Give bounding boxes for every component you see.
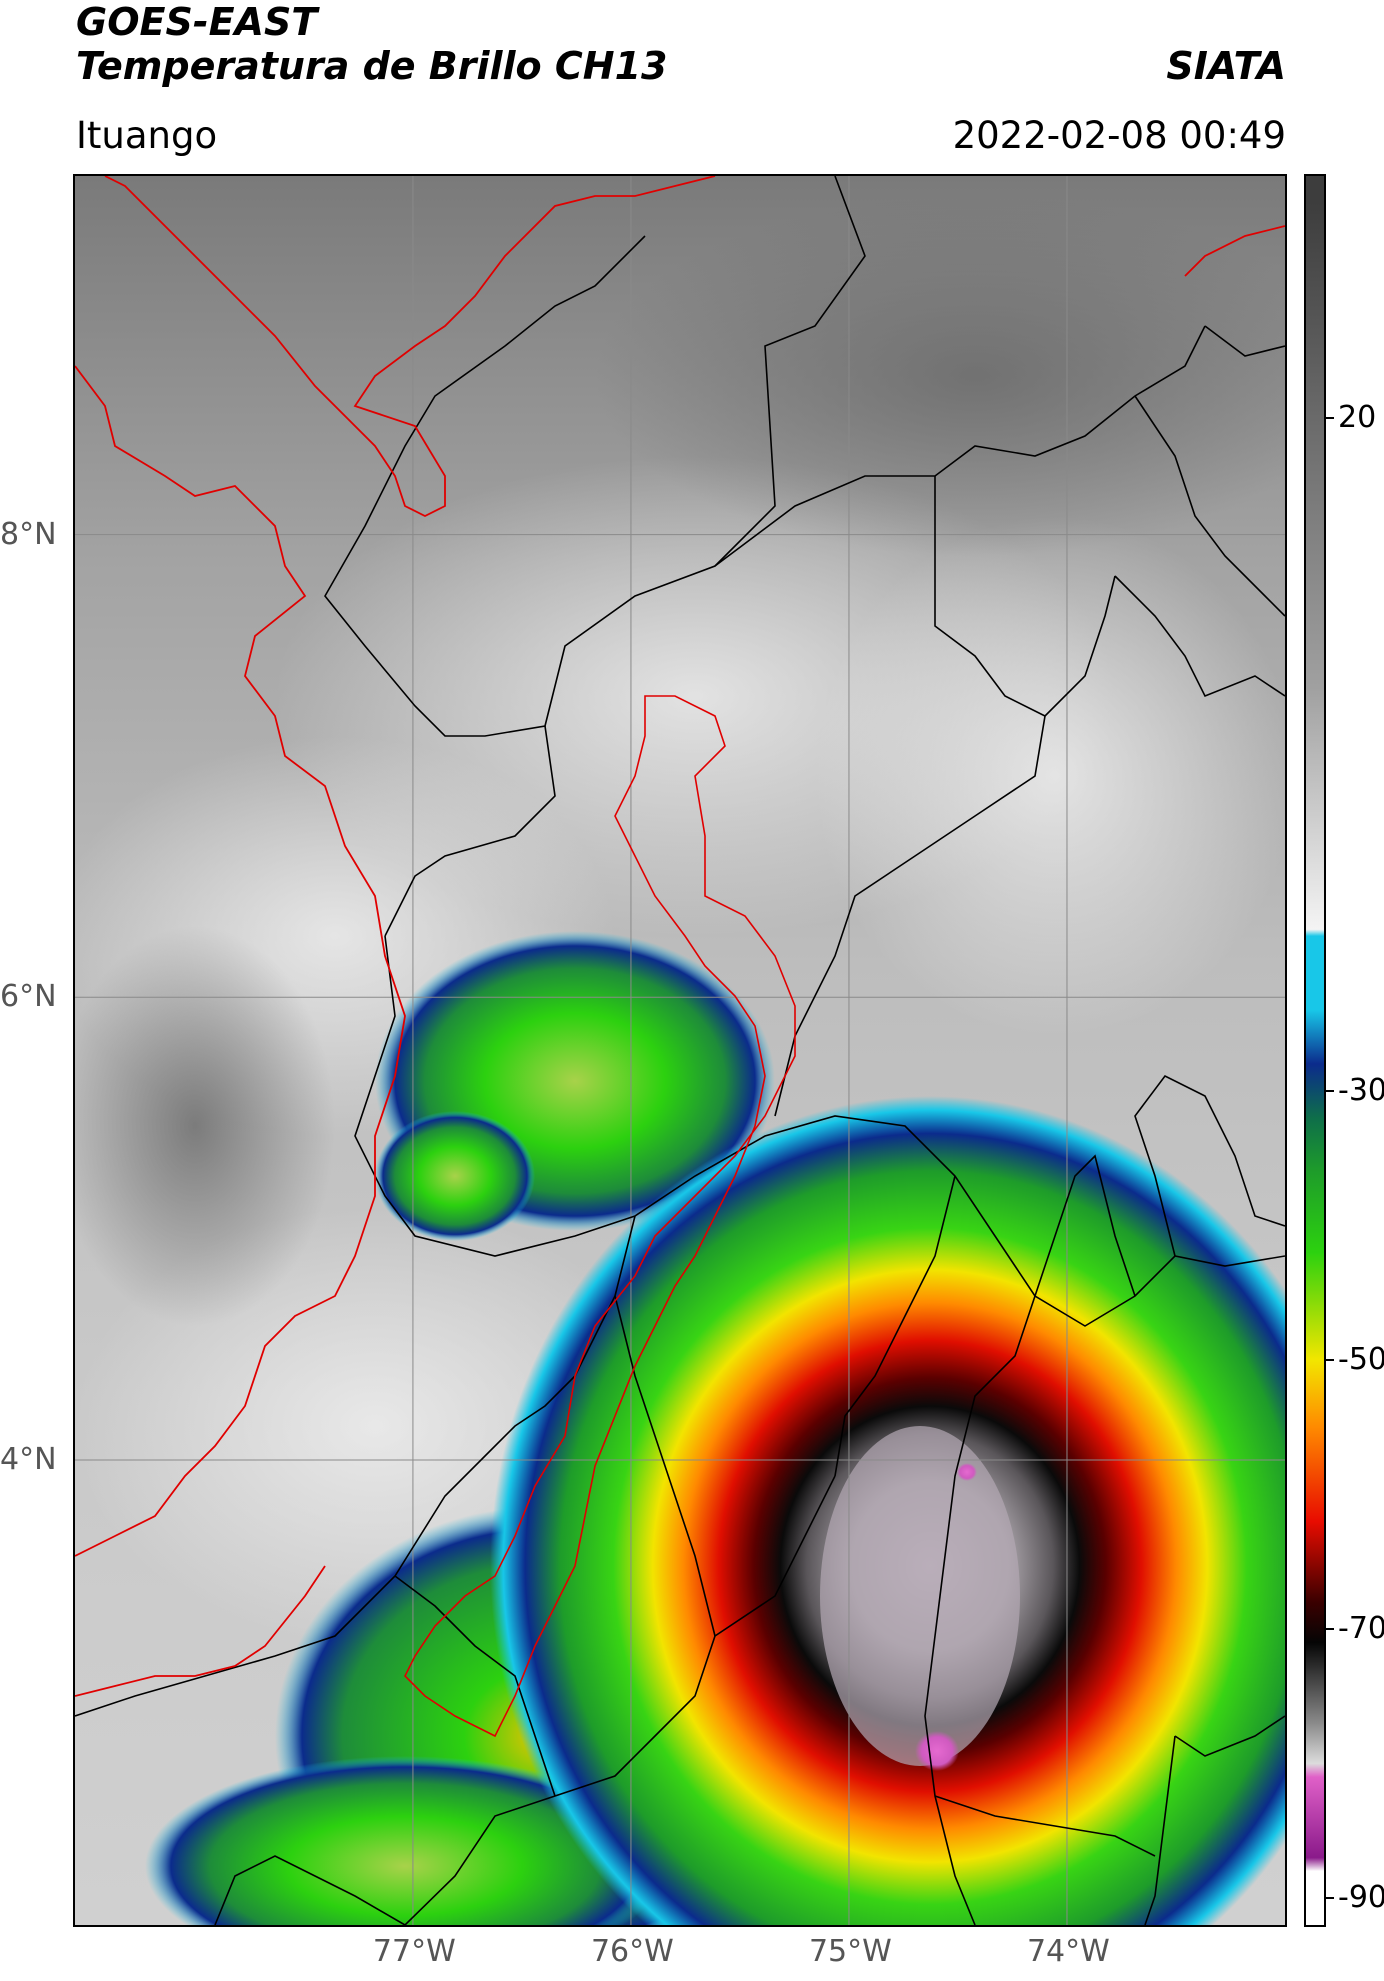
satellite-title: GOES-EAST	[76, 0, 318, 44]
lon-tick-label: 76°W	[590, 1934, 674, 1969]
lat-tick-label: 6°N	[0, 979, 57, 1015]
dark-region	[595, 196, 1285, 556]
colorbar	[1304, 174, 1326, 1927]
colorbar-tick-label: -90	[1338, 1880, 1384, 1916]
colorbar-tick-label: 20	[1338, 400, 1377, 436]
coldest-top-spot	[957, 1463, 977, 1481]
datetime-label: 2022-02-08 00:49	[952, 114, 1286, 157]
gridlines	[75, 176, 1285, 1925]
colorbar-tick-label: -70	[1338, 1611, 1384, 1646]
colorbar-tick	[1326, 1358, 1334, 1361]
product-title: Temperatura de Brillo CH13	[76, 44, 668, 88]
lat-tick-label: 8°N	[0, 516, 57, 552]
coastline	[75, 176, 1285, 1697]
department-boundaries	[75, 176, 1285, 1925]
coldest-top-spot	[915, 1731, 959, 1771]
colorbar-tick-label: -50	[1338, 1341, 1384, 1377]
lon-tick-label: 77°W	[372, 1934, 456, 1969]
lat-tick-label: 4°N	[0, 1441, 57, 1477]
watershed-boundary	[404, 695, 796, 1738]
colorbar-tick	[1326, 1089, 1334, 1092]
lon-tick-label: 74°W	[1026, 1934, 1110, 1969]
convective-cell-west	[375, 1111, 535, 1241]
colorbar-tick-label: -30	[1338, 1072, 1384, 1108]
storm-core	[820, 1426, 1020, 1766]
location-label: Ituango	[76, 114, 218, 157]
colorbar-tick	[1326, 1897, 1334, 1900]
convective-cell-south	[145, 1756, 665, 1925]
dark-region	[75, 926, 335, 1326]
org-label: SIATA	[1166, 44, 1286, 88]
cloud-haze	[815, 516, 1285, 1036]
colorbar-tick	[1326, 417, 1334, 420]
satellite-map	[75, 176, 1285, 1925]
colorbar-tick	[1326, 1628, 1334, 1630]
map-panel[interactable]	[73, 174, 1287, 1927]
lon-tick-label: 75°W	[808, 1934, 892, 1969]
